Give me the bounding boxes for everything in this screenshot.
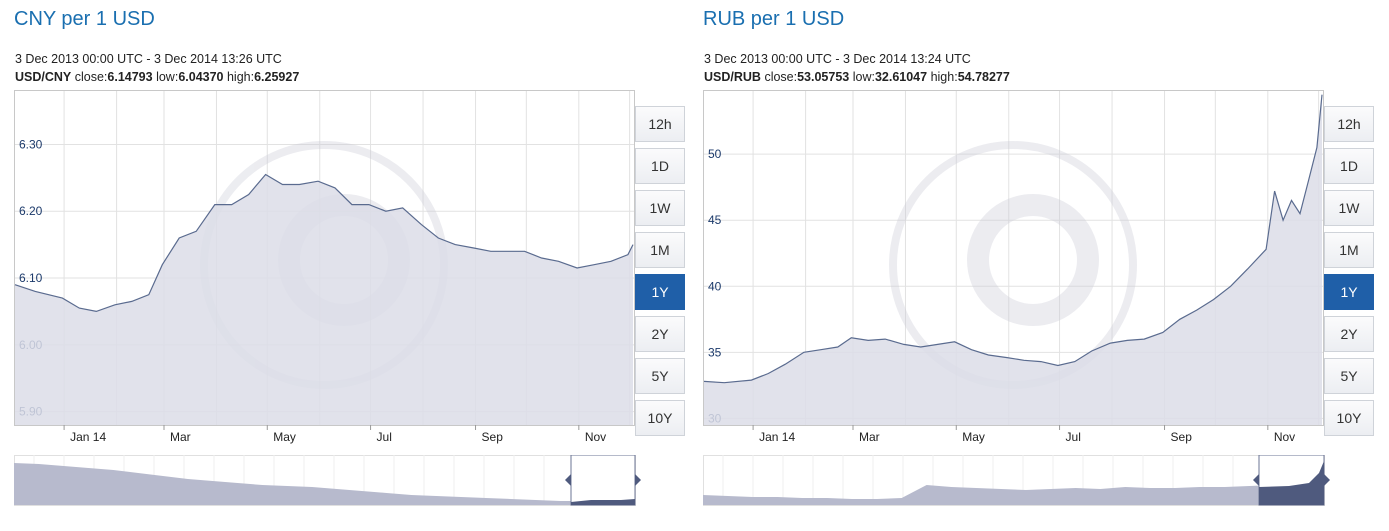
chart-panel-cny: CNY per 1 USD 3 Dec 2013 00:00 UTC - 3 D…	[14, 0, 694, 531]
range-button-1m[interactable]: 1M	[635, 232, 685, 268]
high-label: high:	[930, 70, 958, 84]
navigator-handle-right[interactable]	[1324, 474, 1330, 486]
range-button-1y[interactable]: 1Y	[635, 274, 685, 310]
close-value: 6.14793	[107, 70, 153, 84]
range-button-12h[interactable]: 12h	[635, 106, 685, 142]
high-value: 6.25927	[254, 70, 300, 84]
x-tick-label: Nov	[585, 430, 606, 444]
navigator-area	[703, 475, 1324, 505]
range-button-2y[interactable]: 2Y	[1324, 316, 1374, 352]
x-tick-label: Sep	[1171, 430, 1193, 444]
low-label: low:	[156, 70, 179, 84]
y-tick-label: 40	[708, 279, 722, 293]
y-tick-label: 35	[708, 345, 722, 359]
range-button-12h[interactable]: 12h	[1324, 106, 1374, 142]
rub-navigator[interactable]	[703, 455, 1333, 511]
range-button-1y[interactable]: 1Y	[1324, 274, 1374, 310]
series-area	[704, 94, 1322, 425]
series-area	[15, 174, 633, 425]
range-button-10y[interactable]: 10Y	[635, 400, 685, 436]
cny-navigator[interactable]	[14, 455, 644, 511]
range-button-1d[interactable]: 1D	[635, 148, 685, 184]
series-line	[703, 94, 1323, 384]
chart-title: RUB per 1 USD	[703, 8, 845, 30]
range-button-1d[interactable]: 1D	[1324, 148, 1374, 184]
pair-label: USD/CNY	[15, 70, 72, 84]
high-label: high:	[226, 70, 255, 84]
navigator-window[interactable]	[570, 455, 636, 506]
x-tick-label: May	[962, 430, 985, 444]
y-tick-label: 6.10	[19, 271, 43, 285]
x-tick-label: Nov	[1274, 430, 1295, 444]
chart-panel-rub: RUB per 1 USD 3 Dec 2013 00:00 UTC - 3 D…	[703, 0, 1383, 531]
x-tick-label: Jan 14	[759, 430, 795, 444]
navigator-window-area	[571, 499, 635, 505]
close-value: 53.05753	[797, 70, 850, 84]
close-label: close:	[74, 70, 108, 84]
high-value: 54.78277	[957, 70, 1010, 84]
low-label: low:	[852, 70, 875, 84]
navigator-window-area	[1259, 461, 1324, 505]
date-range: 3 Dec 2013 00:00 UTC - 3 Dec 2014 13:24 …	[704, 52, 971, 66]
range-button-1w[interactable]: 1W	[1324, 190, 1374, 226]
low-value: 32.61047	[874, 70, 928, 84]
range-button-10y[interactable]: 10Y	[1324, 400, 1374, 436]
x-tick-label: Mar	[859, 430, 880, 444]
navigator-handle-left[interactable]	[565, 474, 571, 486]
range-buttons: 12h 1D 1W 1M 1Y 2Y 5Y 10Y	[635, 106, 685, 442]
range-button-5y[interactable]: 5Y	[1324, 358, 1374, 394]
close-label: close:	[764, 70, 798, 84]
range-button-5y[interactable]: 5Y	[635, 358, 685, 394]
x-tick-label: Sep	[482, 430, 504, 444]
low-value: 6.04370	[178, 70, 224, 84]
navigator-handle-left[interactable]	[1253, 474, 1259, 486]
pair-label: USD/RUB	[704, 70, 761, 84]
range-button-1m[interactable]: 1M	[1324, 232, 1374, 268]
x-tick-label: May	[273, 430, 296, 444]
x-tick-label: Jul	[377, 430, 392, 444]
x-tick-label: Jan 14	[70, 430, 106, 444]
x-tick-label: Jul	[1066, 430, 1081, 444]
date-range: 3 Dec 2013 00:00 UTC - 3 Dec 2014 13:26 …	[15, 52, 282, 66]
stats-line: USD/CNY close:6.14793 low:6.04370 high:6…	[15, 70, 299, 84]
stats-line: USD/RUB close:53.05753 low:32.61047 high…	[704, 70, 1010, 84]
navigator-area	[14, 463, 635, 505]
range-buttons: 12h 1D 1W 1M 1Y 2Y 5Y 10Y	[1324, 106, 1374, 442]
range-button-2y[interactable]: 2Y	[635, 316, 685, 352]
y-tick-label: 50	[708, 147, 722, 161]
y-tick-label: 45	[708, 213, 722, 227]
y-tick-label: 6.30	[19, 137, 43, 151]
series-line	[14, 173, 634, 313]
chart-title: CNY per 1 USD	[14, 8, 155, 30]
x-tick-label: Mar	[170, 430, 191, 444]
range-button-1w[interactable]: 1W	[635, 190, 685, 226]
y-tick-label: 6.20	[19, 204, 43, 218]
navigator-handle-right[interactable]	[635, 474, 641, 486]
